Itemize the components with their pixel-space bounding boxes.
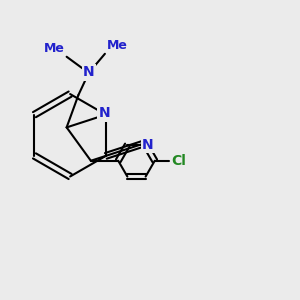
Text: Me: Me <box>106 39 127 52</box>
Text: Me: Me <box>44 42 65 55</box>
Text: N: N <box>142 138 154 152</box>
Text: N: N <box>83 65 94 79</box>
Text: Cl: Cl <box>171 154 186 168</box>
Text: N: N <box>98 106 110 120</box>
